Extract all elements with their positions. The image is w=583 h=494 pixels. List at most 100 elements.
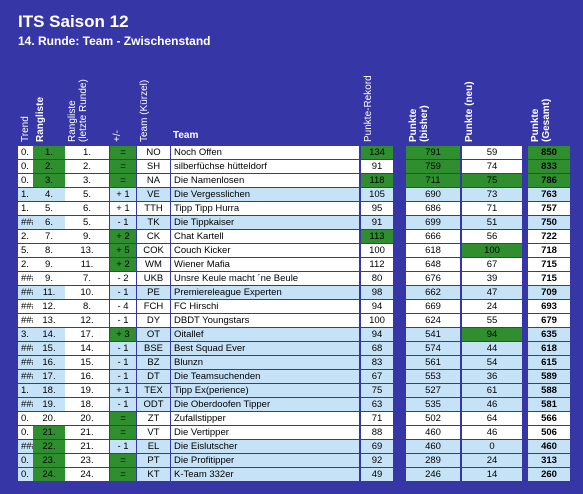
table-cell: 19. — [65, 384, 109, 397]
table-cell: 80 — [361, 272, 393, 285]
table-cell: 2. — [33, 160, 65, 173]
table-cell: 98 — [361, 286, 393, 299]
table-cell: 666 — [406, 230, 460, 243]
table-cell: 46 — [462, 398, 522, 411]
table-cell: 15. — [33, 342, 65, 355]
table-cell: 709 — [528, 286, 570, 299]
table-cell: 9. — [33, 272, 65, 285]
table-cell: 3. — [18, 328, 33, 341]
table-cell: 71 — [361, 412, 393, 425]
table-cell: DY — [137, 314, 170, 327]
table-cell: - 1 — [110, 370, 136, 383]
table-cell: silberfüchse hütteldorf — [171, 160, 359, 173]
table-cell: Blunzn — [171, 356, 359, 369]
table-cell: 589 — [528, 370, 570, 383]
table-cell: 15. — [65, 356, 109, 369]
table-cell: 7. — [65, 272, 109, 285]
table-cell: 55 — [462, 314, 522, 327]
table-cell: 850 — [528, 146, 570, 159]
table-cell: 18. — [33, 384, 65, 397]
table-cell: 588 — [528, 384, 570, 397]
table-cell: 635 — [528, 328, 570, 341]
table-cell: 581 — [528, 398, 570, 411]
table-cell: Zufallstipper — [171, 412, 359, 425]
table-cell: 246 — [406, 468, 460, 481]
table-cell: TK — [137, 216, 170, 229]
table-cell: 669 — [406, 300, 460, 313]
table-cell: 91 — [361, 216, 393, 229]
table-cell: 574 — [406, 342, 460, 355]
table-cell: 648 — [406, 258, 460, 271]
table-cell: 535 — [406, 398, 460, 411]
table-cell: 75 — [462, 174, 522, 187]
table-cell: 759 — [406, 160, 460, 173]
table-cell: 553 — [406, 370, 460, 383]
table-cell: 679 — [528, 314, 570, 327]
table-cell: 24. — [33, 468, 65, 481]
table-cell: 17. — [33, 370, 65, 383]
table-cell: + 5 — [110, 244, 136, 257]
table-cell: 16. — [33, 356, 65, 369]
table-cell: PT — [137, 454, 170, 467]
table-cell: FCH — [137, 300, 170, 313]
table-cell: NO — [137, 146, 170, 159]
table-cell: 5. — [33, 202, 65, 215]
table-cell: 24 — [462, 454, 522, 467]
table-cell: 63 — [361, 398, 393, 411]
table-cell: 718 — [528, 244, 570, 257]
table-cell: 21. — [65, 426, 109, 439]
table-cell: TEX — [137, 384, 170, 397]
table-cell: CK — [137, 230, 170, 243]
table-cell: WM — [137, 258, 170, 271]
table-cell: 13. — [65, 244, 109, 257]
table-cell: 757 — [528, 202, 570, 215]
table-cell: ### — [18, 300, 33, 313]
table-cell: 44 — [462, 342, 522, 355]
column-header: Team (Kürzel) — [139, 79, 150, 142]
table-cell: 54 — [462, 356, 522, 369]
table-cell: 75 — [361, 384, 393, 397]
table-cell: 74 — [462, 160, 522, 173]
table-cell: ### — [18, 272, 33, 285]
table-cell: 91 — [361, 160, 393, 173]
table-cell: 23. — [33, 454, 65, 467]
table-cell: - 1 — [110, 356, 136, 369]
table-cell: 69 — [361, 440, 393, 453]
table-cell: 47 — [462, 286, 522, 299]
table-cell: 17. — [65, 328, 109, 341]
table-cell: 8. — [33, 244, 65, 257]
table-cell: 68 — [361, 342, 393, 355]
table-cell: 690 — [406, 188, 460, 201]
column-header: Punkte (neu) — [464, 81, 475, 142]
table-cell: Chat Kartell — [171, 230, 359, 243]
table-cell: 686 — [406, 202, 460, 215]
table-cell: Wiener Mafia — [171, 258, 359, 271]
table-cell: + 1 — [110, 384, 136, 397]
table-cell: 134 — [361, 146, 393, 159]
column-header: Rangliste (letzte Runde) — [67, 79, 89, 142]
table-cell: = — [110, 160, 136, 173]
table-cell: 61 — [462, 384, 522, 397]
table-cell: Die Vertipper — [171, 426, 359, 439]
table-cell: 460 — [406, 440, 460, 453]
sheet-subtitle: 14. Runde: Team - Zwischenstand — [18, 34, 211, 48]
table-cell: DT — [137, 370, 170, 383]
table-cell: 4. — [33, 188, 65, 201]
table-cell: 693 — [528, 300, 570, 313]
table-cell: 73 — [462, 188, 522, 201]
table-cell: ### — [18, 342, 33, 355]
table-cell: 786 — [528, 174, 570, 187]
table-cell: Couch Kicker — [171, 244, 359, 257]
table-cell: - 1 — [110, 286, 136, 299]
table-cell: = — [110, 412, 136, 425]
table-cell: 460 — [528, 440, 570, 453]
table-cell: 711 — [406, 174, 460, 187]
table-cell: 715 — [528, 272, 570, 285]
table-cell: FC Hirschi — [171, 300, 359, 313]
table-cell: TTH — [137, 202, 170, 215]
table-cell: Die Vergesslichen — [171, 188, 359, 201]
table-cell: SH — [137, 160, 170, 173]
table-cell: 10. — [65, 286, 109, 299]
table-cell: 12. — [33, 300, 65, 313]
table-cell: 23. — [65, 454, 109, 467]
